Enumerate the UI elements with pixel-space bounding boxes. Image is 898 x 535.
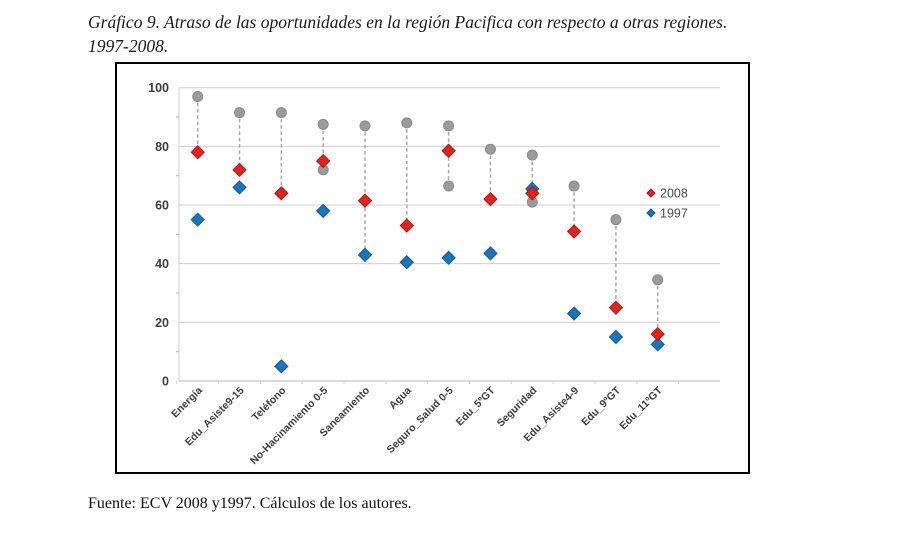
y-tick-label-80: 80 (155, 140, 169, 154)
x-category-label: Seguridad (495, 385, 540, 430)
gray-dot (443, 180, 455, 192)
gray-dot (526, 149, 538, 161)
marker-2008 (357, 193, 373, 208)
x-category-label: Agua (387, 385, 414, 412)
y-tick-label-60: 60 (155, 199, 169, 213)
marker-2008 (399, 218, 415, 233)
marker-1997 (232, 180, 247, 195)
gray-dot (610, 214, 622, 226)
x-category-label: Edu_11ºGT (617, 384, 665, 432)
marker-1997 (441, 250, 456, 266)
x-category-label: Edu_9ºGT (579, 384, 623, 428)
marker-1997 (315, 203, 331, 219)
gray-dot (234, 107, 246, 119)
marker-1997 (483, 246, 498, 261)
gray-dot (568, 180, 580, 192)
marker-2008 (274, 186, 289, 201)
legend-label-1997: 1997 (660, 207, 688, 221)
gray-dot (192, 90, 204, 102)
gray-dot (317, 118, 329, 130)
marker-1997 (357, 247, 373, 263)
marker-1997 (566, 306, 582, 321)
x-category-label: Energía (169, 385, 205, 421)
marker-2008 (608, 300, 624, 315)
marker-2008 (232, 162, 247, 178)
marker-1997 (399, 255, 415, 270)
legend-marker-1997 (646, 208, 656, 218)
marker-1997 (608, 329, 624, 345)
chart-box: 0 20 40 60 80 100 Energía Edu_Asiste9-15 Teléfon… (115, 62, 750, 474)
marker-2008 (650, 326, 665, 342)
x-category-label: No-Hacinamiento 0-5 (248, 385, 330, 467)
marker-2008 (190, 145, 205, 160)
marker-1997 (650, 337, 665, 352)
x-category-label: Teléfono (250, 385, 289, 424)
legend-marker-2008 (646, 188, 656, 198)
gray-dot (652, 274, 664, 286)
marker-2008 (566, 224, 582, 239)
y-tick-label-0: 0 (162, 375, 169, 389)
gray-dot (443, 120, 455, 132)
marker-1997 (274, 359, 289, 374)
source-note: Fuente: ECV 2008 y1997. Cálculos de los … (88, 495, 412, 512)
y-tick-label-100: 100 (148, 81, 169, 95)
y-tick-label-20: 20 (155, 316, 169, 330)
figure-title: Gráfico 9. Atraso de las oportunidades e… (88, 12, 728, 56)
marker-2008 (483, 191, 498, 207)
legend-label-2008: 2008 (660, 187, 688, 201)
y-tick-label-40: 40 (155, 257, 169, 271)
marker-2008 (315, 153, 331, 169)
marker-2008 (525, 186, 540, 201)
marker-2008 (441, 143, 456, 158)
gray-dot (401, 117, 413, 129)
marker-1997 (190, 212, 205, 227)
gray-dot (484, 143, 496, 155)
gray-dot (359, 120, 371, 132)
gray-dot (275, 107, 287, 119)
x-category-label: Edu_5ºGT (454, 384, 498, 428)
